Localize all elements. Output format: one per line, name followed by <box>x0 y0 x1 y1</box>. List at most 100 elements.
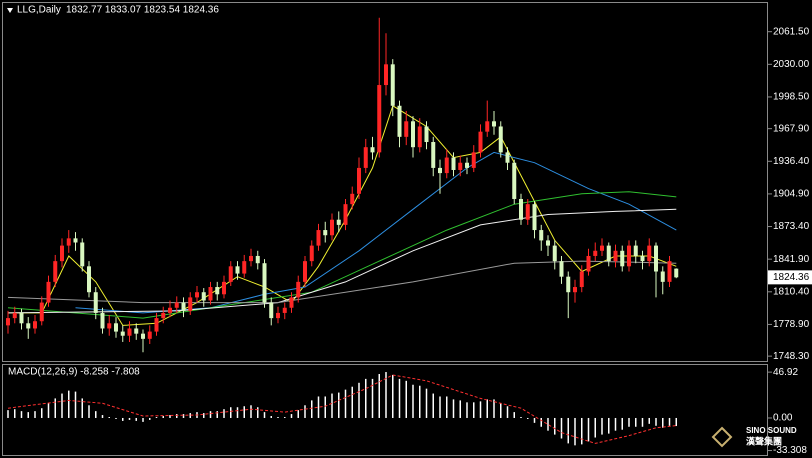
last-price-box <box>768 270 812 285</box>
candle-body <box>485 121 490 132</box>
candle-body <box>593 250 598 256</box>
candle-body <box>417 126 422 148</box>
candle-body <box>66 238 71 246</box>
macd-frame <box>2 364 768 456</box>
candle-body <box>525 204 530 220</box>
y-tick-label: 46.92 <box>773 367 798 378</box>
candle-body <box>235 266 240 274</box>
candle-body <box>357 167 361 194</box>
candle-body <box>613 250 618 262</box>
indicator-line <box>7 260 677 304</box>
candle-body <box>458 162 463 170</box>
candle-body <box>532 204 537 231</box>
candle-body <box>87 266 91 293</box>
watermark-text: 漢聲集團 <box>746 435 782 446</box>
candle-body <box>384 64 388 86</box>
candle-body <box>39 302 44 322</box>
y-tick-label: 1936.40 <box>773 156 810 167</box>
indicator-line <box>7 191 677 319</box>
candle-body <box>168 307 172 313</box>
candle-body <box>12 312 17 319</box>
ohlc-text: 1832.77 1833.07 1823.54 1824.36 <box>66 5 219 16</box>
y-tick-label: 0.00 <box>773 413 793 424</box>
candle-body <box>667 261 672 282</box>
candle-body <box>512 162 517 199</box>
candle-body <box>228 266 233 282</box>
candle-body <box>181 302 186 311</box>
candle-body <box>505 152 510 163</box>
watermark: SINO SOUND 漢聲集團 <box>711 426 797 448</box>
candle-body <box>201 292 206 301</box>
candle-body <box>647 245 652 262</box>
candle-body <box>343 204 348 225</box>
candle-body <box>674 268 679 278</box>
candle-body <box>296 281 301 298</box>
candle-body <box>249 255 253 262</box>
y-tick-label: 1967.90 <box>773 123 810 134</box>
candle-body <box>478 131 483 153</box>
y-tick-label: 1748.30 <box>773 351 810 362</box>
candle-body <box>316 230 321 246</box>
candle-body <box>451 157 456 170</box>
indicator-line <box>7 374 677 444</box>
candle-body <box>100 312 105 329</box>
candle-body <box>492 121 496 127</box>
candle-body <box>19 312 24 324</box>
candle-body <box>404 121 409 137</box>
symbol-title: LLG,Daily <box>17 5 61 16</box>
candle-body <box>444 157 449 174</box>
candle-body <box>377 85 382 153</box>
candle-body <box>262 263 267 303</box>
y-tick-label: 2061.50 <box>773 26 810 37</box>
candle-body <box>559 261 564 277</box>
indicator-line <box>7 208 677 314</box>
candle-body <box>208 287 213 301</box>
candle-body <box>363 147 368 168</box>
candle-body <box>120 331 125 336</box>
menu-icon[interactable] <box>7 8 13 13</box>
candle-body <box>289 297 294 308</box>
candle-body <box>33 321 37 329</box>
candle-body <box>552 245 557 262</box>
price-frame <box>2 2 768 362</box>
candle-body <box>222 281 226 295</box>
candle-body <box>174 302 179 308</box>
candle-body <box>282 307 287 313</box>
candle-body <box>573 287 577 293</box>
candle-body <box>80 242 85 267</box>
candle-body <box>620 250 625 267</box>
watermark-logo <box>711 426 733 448</box>
candle-body <box>330 219 334 236</box>
candle-body <box>323 230 328 236</box>
y-tick-label: 1998.50 <box>773 92 810 103</box>
candle-body <box>424 126 429 143</box>
candle-body <box>397 105 402 137</box>
candle-body <box>195 292 199 298</box>
macd-title: MACD(12,26,9) -8.258 -7.808 <box>8 367 140 378</box>
candle-body <box>269 302 274 319</box>
candle-body <box>141 333 145 339</box>
candle-body <box>471 152 476 168</box>
candle-body <box>370 147 375 153</box>
candle-body <box>53 261 58 282</box>
candle-body <box>640 255 645 262</box>
y-tick-label: 1904.90 <box>773 189 810 200</box>
y-tick-label: 2030.00 <box>773 59 810 70</box>
candle-body <box>431 142 436 168</box>
candle-body <box>6 318 10 326</box>
candle-body <box>60 245 64 262</box>
candle-body <box>73 238 78 243</box>
y-tick-label: 1873.40 <box>773 221 810 232</box>
candle-body <box>498 126 503 153</box>
candle-body <box>127 328 132 336</box>
watermark-text: SINO SOUND <box>746 426 797 435</box>
y-tick-label: 1778.90 <box>773 319 810 330</box>
candle-body <box>566 276 571 293</box>
candle-body <box>336 219 341 225</box>
candle-body <box>147 331 152 339</box>
candle-body <box>134 328 139 334</box>
candle-body <box>303 261 307 282</box>
candle-body <box>93 292 98 313</box>
candle-body <box>579 271 584 288</box>
